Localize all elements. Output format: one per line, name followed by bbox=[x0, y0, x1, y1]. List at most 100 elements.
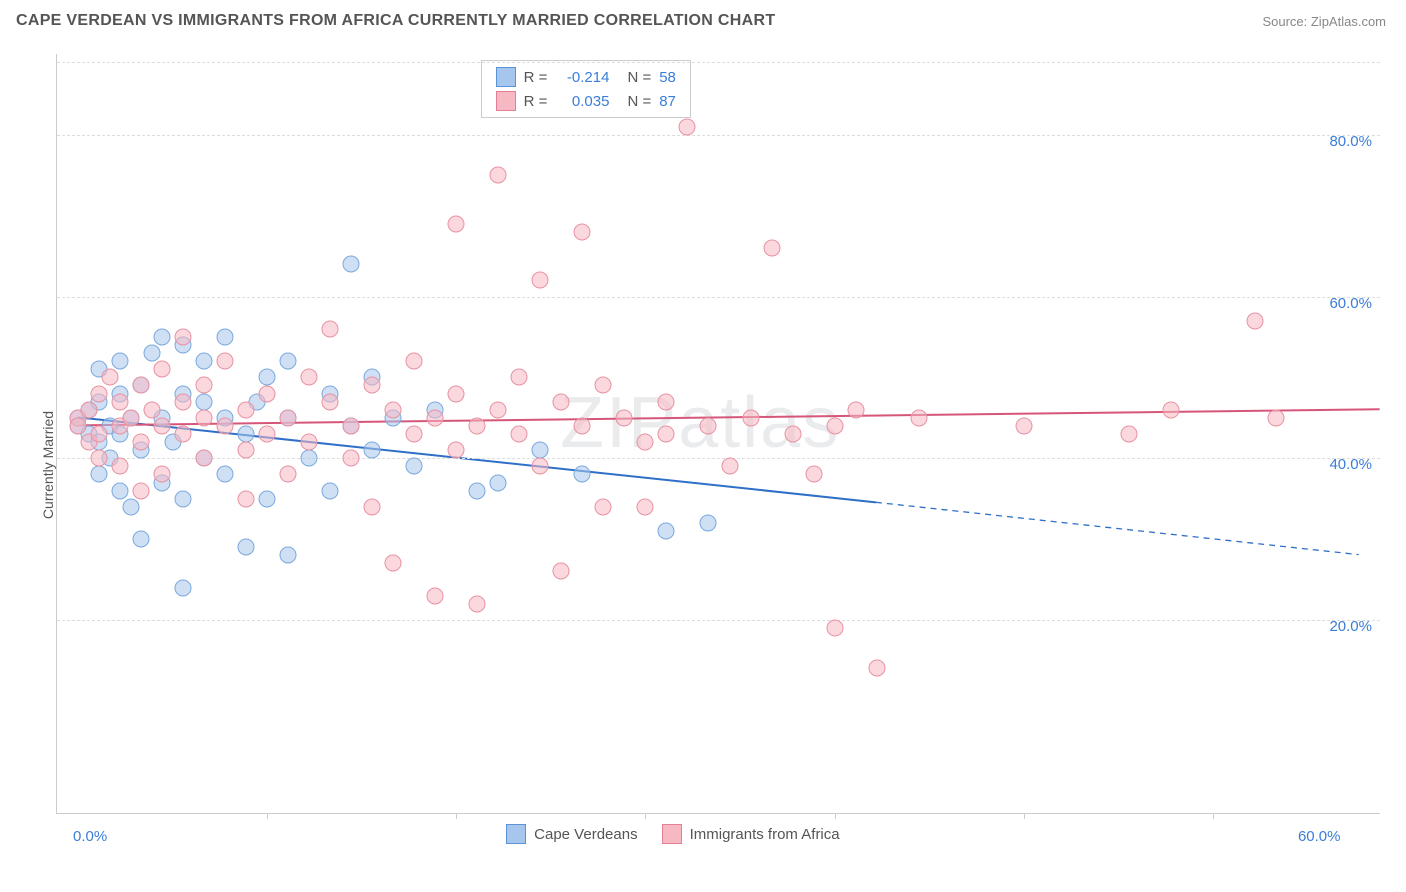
scatter-point bbox=[301, 450, 318, 467]
scatter-point bbox=[154, 328, 171, 345]
scatter-point bbox=[637, 498, 654, 515]
legend-label: Cape Verdeans bbox=[534, 826, 637, 843]
scatter-point bbox=[322, 393, 339, 410]
scatter-point bbox=[490, 474, 507, 491]
scatter-point bbox=[91, 466, 108, 483]
scatter-point bbox=[490, 167, 507, 184]
scatter-point bbox=[101, 369, 118, 386]
scatter-point bbox=[91, 426, 108, 443]
scatter-point bbox=[868, 660, 885, 677]
scatter-point bbox=[1162, 401, 1179, 418]
scatter-point bbox=[133, 377, 150, 394]
scatter-point bbox=[175, 328, 192, 345]
scatter-point bbox=[91, 450, 108, 467]
y-tick-label: 60.0% bbox=[1329, 295, 1372, 312]
chart-title: CAPE VERDEAN VS IMMIGRANTS FROM AFRICA C… bbox=[16, 12, 775, 30]
scatter-point bbox=[259, 369, 276, 386]
scatter-point bbox=[122, 409, 139, 426]
scatter-point bbox=[406, 426, 423, 443]
scatter-point bbox=[133, 434, 150, 451]
scatter-point bbox=[469, 595, 486, 612]
scatter-point bbox=[406, 458, 423, 475]
scatter-point bbox=[280, 547, 297, 564]
scatter-point bbox=[658, 523, 675, 540]
gridline bbox=[57, 458, 1380, 459]
n-value: 87 bbox=[659, 93, 676, 110]
scatter-point bbox=[91, 385, 108, 402]
y-tick-label: 20.0% bbox=[1329, 618, 1372, 635]
scatter-point bbox=[154, 361, 171, 378]
scatter-point bbox=[217, 417, 234, 434]
scatter-point bbox=[490, 401, 507, 418]
scatter-point bbox=[259, 490, 276, 507]
scatter-point bbox=[143, 401, 160, 418]
scatter-point bbox=[343, 450, 360, 467]
x-tick bbox=[1213, 813, 1214, 819]
scatter-point bbox=[910, 409, 927, 426]
scatter-point bbox=[532, 272, 549, 289]
y-tick-label: 80.0% bbox=[1329, 133, 1372, 150]
scatter-point bbox=[238, 539, 255, 556]
scatter-point bbox=[322, 482, 339, 499]
r-value: 0.035 bbox=[555, 93, 609, 110]
scatter-point bbox=[553, 393, 570, 410]
scatter-point bbox=[1267, 409, 1284, 426]
scatter-point bbox=[238, 401, 255, 418]
n-value: 58 bbox=[659, 69, 676, 86]
legend-swatch bbox=[506, 824, 526, 844]
legend-row: R = -0.214 N = 58 bbox=[496, 65, 676, 89]
scatter-point bbox=[196, 353, 213, 370]
correlation-legend: R = -0.214 N = 58 R = 0.035 N = 87 bbox=[481, 60, 691, 118]
scatter-point bbox=[448, 385, 465, 402]
trend-lines bbox=[57, 54, 1380, 813]
scatter-point bbox=[1120, 426, 1137, 443]
n-label: N = bbox=[627, 69, 651, 86]
scatter-point bbox=[133, 482, 150, 499]
scatter-point bbox=[784, 426, 801, 443]
scatter-point bbox=[143, 345, 160, 362]
scatter-point bbox=[80, 401, 97, 418]
scatter-point bbox=[805, 466, 822, 483]
scatter-point bbox=[826, 417, 843, 434]
scatter-point bbox=[616, 409, 633, 426]
scatter-point bbox=[175, 579, 192, 596]
legend-item: Cape Verdeans bbox=[506, 824, 637, 844]
scatter-point bbox=[448, 215, 465, 232]
series-legend: Cape Verdeans Immigrants from Africa bbox=[506, 824, 839, 844]
scatter-point bbox=[742, 409, 759, 426]
scatter-point bbox=[112, 393, 129, 410]
scatter-point bbox=[301, 434, 318, 451]
scatter-point bbox=[364, 498, 381, 515]
scatter-point bbox=[1015, 417, 1032, 434]
scatter-point bbox=[175, 490, 192, 507]
scatter-point bbox=[364, 442, 381, 459]
legend-label: Immigrants from Africa bbox=[690, 826, 840, 843]
scatter-point bbox=[574, 223, 591, 240]
scatter-point bbox=[511, 369, 528, 386]
y-tick-label: 40.0% bbox=[1329, 456, 1372, 473]
legend-swatch bbox=[662, 824, 682, 844]
scatter-point bbox=[532, 458, 549, 475]
scatter-point bbox=[385, 401, 402, 418]
scatter-point bbox=[595, 498, 612, 515]
scatter-point bbox=[700, 417, 717, 434]
legend-swatch bbox=[496, 91, 516, 111]
scatter-point bbox=[469, 417, 486, 434]
scatter-point bbox=[301, 369, 318, 386]
scatter-point bbox=[532, 442, 549, 459]
scatter-point bbox=[469, 482, 486, 499]
scatter-point bbox=[343, 256, 360, 273]
scatter-point bbox=[112, 353, 129, 370]
scatter-point bbox=[217, 328, 234, 345]
x-tick bbox=[1024, 813, 1025, 819]
scatter-point bbox=[595, 377, 612, 394]
scatter-point bbox=[238, 490, 255, 507]
x-tick bbox=[645, 813, 646, 819]
x-tick bbox=[267, 813, 268, 819]
gridline bbox=[57, 297, 1380, 298]
scatter-point bbox=[448, 442, 465, 459]
scatter-point bbox=[259, 426, 276, 443]
gridline bbox=[57, 620, 1380, 621]
legend-item: Immigrants from Africa bbox=[662, 824, 840, 844]
chart-source: Source: ZipAtlas.com bbox=[1262, 14, 1386, 29]
